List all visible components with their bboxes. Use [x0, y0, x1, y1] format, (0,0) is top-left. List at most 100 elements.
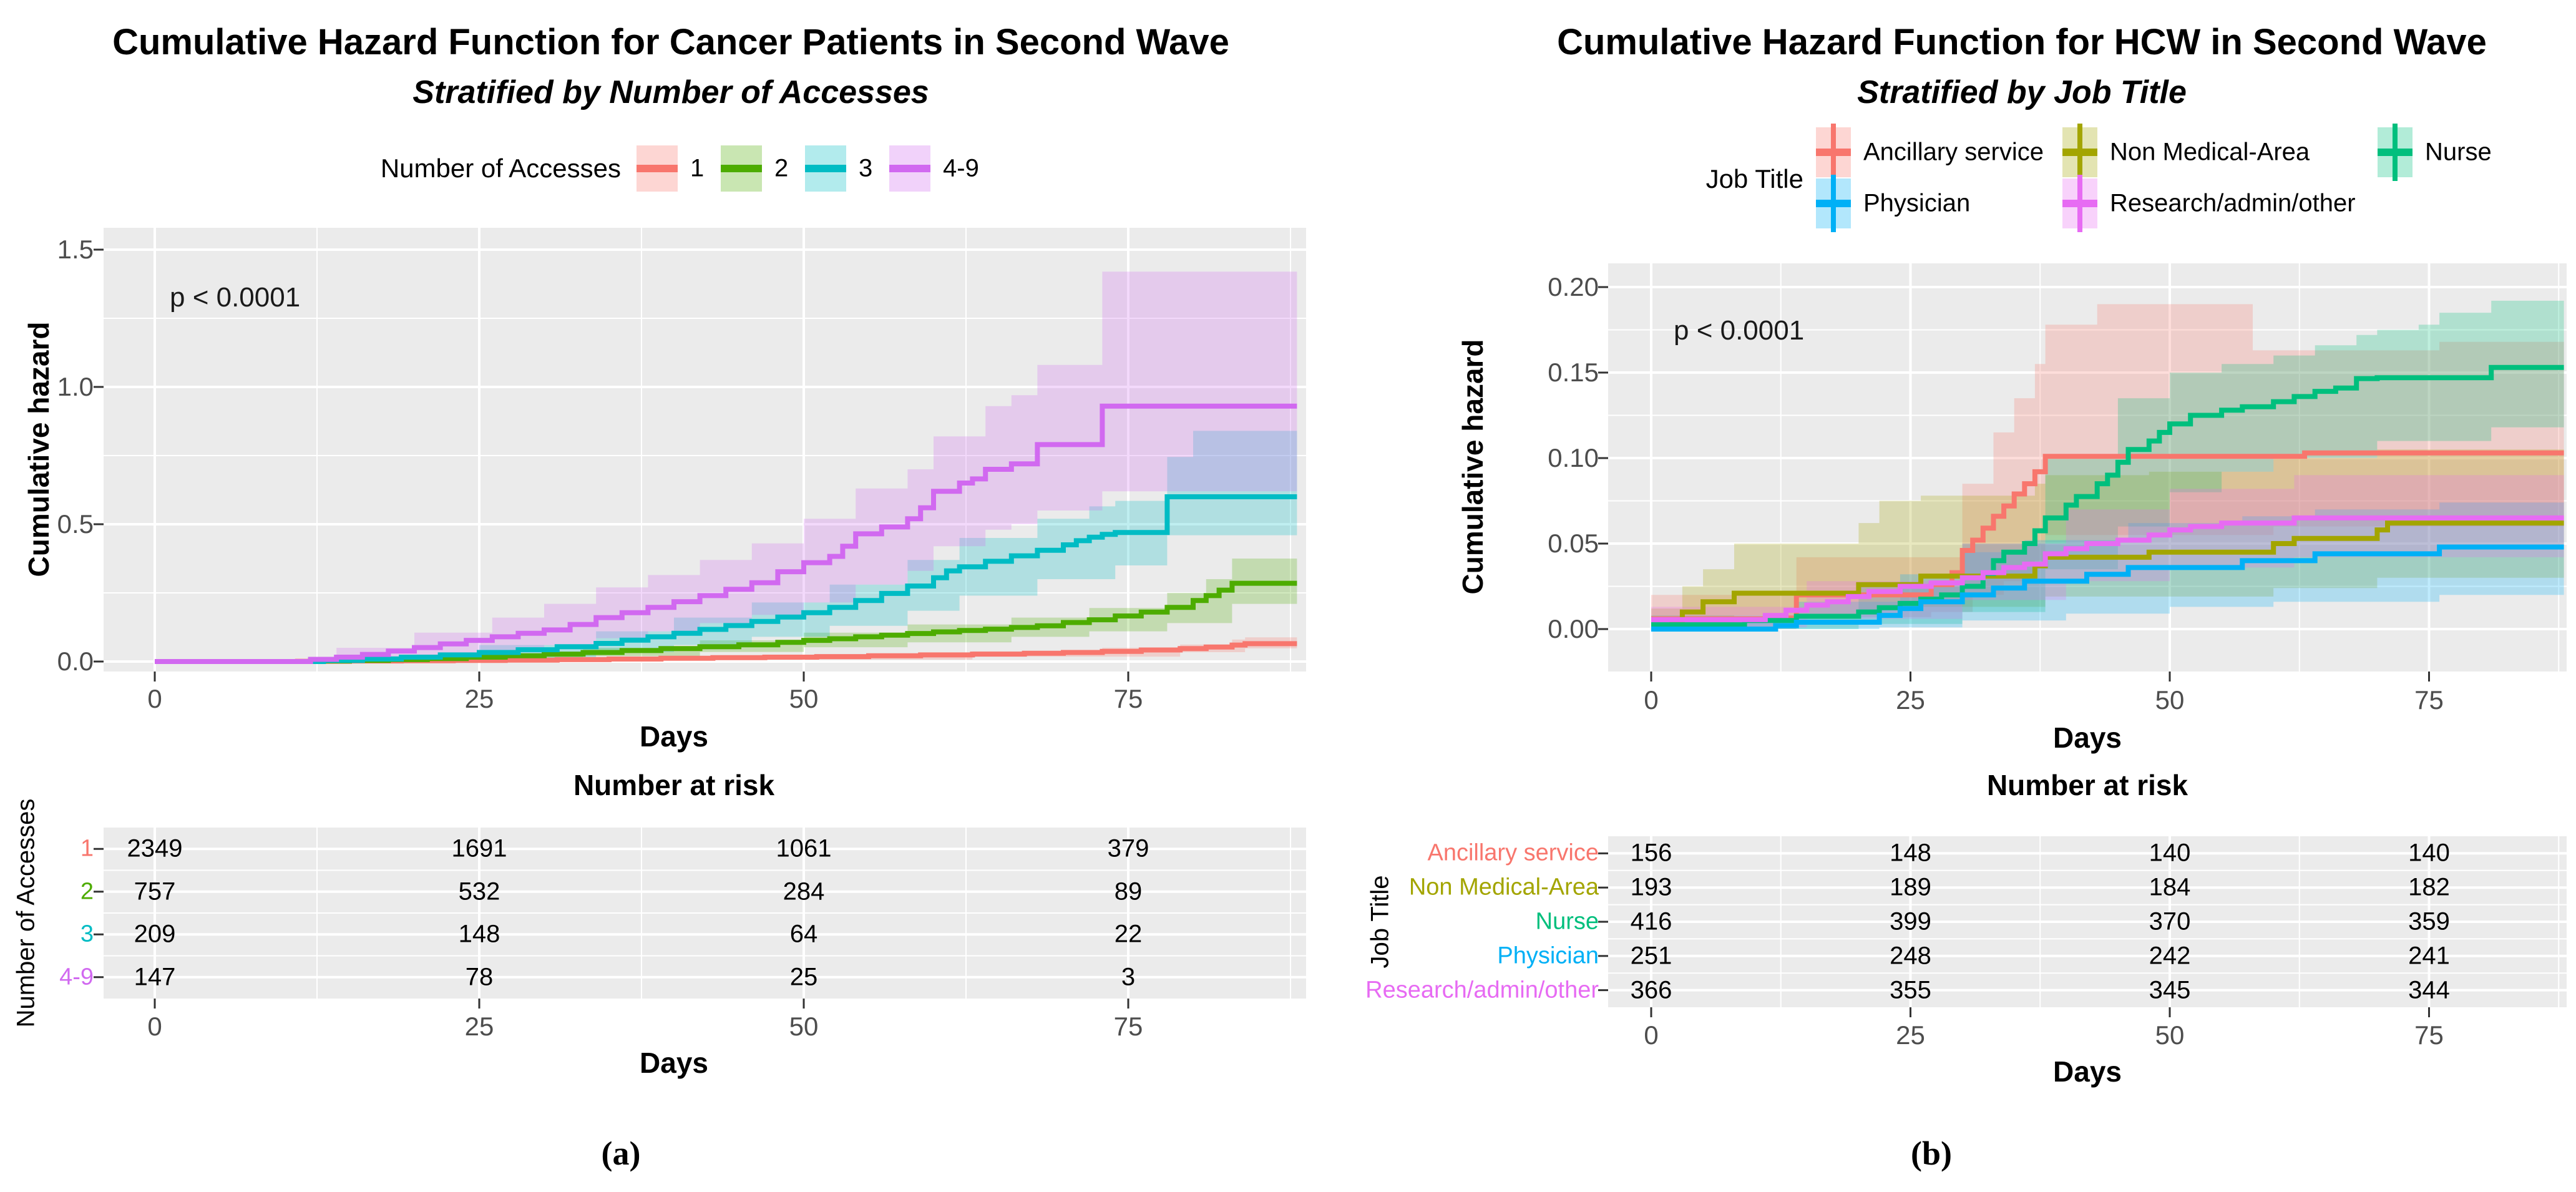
- x-tick-label: 75: [1113, 684, 1143, 713]
- risk-row-label: Ancillary service: [1427, 839, 1599, 866]
- risk-value: 89: [1114, 877, 1143, 906]
- risk-value: 209: [134, 920, 176, 948]
- risk-value: 366: [1630, 976, 1672, 1004]
- risk-value: 2349: [127, 834, 183, 862]
- risk-value: 1691: [451, 834, 507, 862]
- hazard-curve: [1651, 450, 2564, 622]
- risk-x-tick-label: 50: [2155, 1020, 2185, 1050]
- x-tick-label: 0: [147, 684, 162, 713]
- legend-item-label: 4-9: [943, 154, 979, 182]
- risk-x-tick-label: 50: [789, 1012, 819, 1041]
- y-tick-label: 0.5: [57, 509, 94, 539]
- risk-value: 370: [2149, 907, 2191, 936]
- hazard-curve: [1651, 544, 2564, 632]
- y-tick-label: 1.0: [57, 372, 94, 401]
- panel-a-risk-x-axis-title: Days: [640, 1047, 708, 1079]
- risk-value: 182: [2408, 873, 2450, 901]
- y-tick-label: 0.05: [1548, 529, 1599, 558]
- risk-value: 22: [1114, 920, 1143, 948]
- legend-item-label: 3: [859, 154, 873, 182]
- risk-value: 25: [789, 963, 818, 991]
- risk-x-tick-label: 0: [147, 1012, 162, 1041]
- risk-value: 379: [1107, 834, 1149, 862]
- risk-value: 532: [458, 877, 500, 906]
- legend-item-label: 2: [774, 154, 789, 182]
- risk-row-label: 4-9: [59, 964, 94, 990]
- panel-b-risk-x-axis-title: Days: [2053, 1055, 2122, 1088]
- risk-value: 359: [2408, 907, 2450, 936]
- panel-a-y-axis-title: Cumulative hazard: [22, 321, 55, 577]
- risk-value: 64: [789, 920, 818, 948]
- hazard-curve: [1651, 515, 2564, 622]
- risk-value: 399: [1890, 907, 1931, 936]
- risk-value: 140: [2149, 839, 2191, 867]
- y-tick-label: 0.00: [1548, 614, 1599, 643]
- legend-item-label: Ancillary service: [1863, 138, 2044, 166]
- risk-row-label: Research/admin/other: [1365, 977, 1599, 1004]
- risk-value: 184: [2149, 873, 2191, 901]
- risk-value: 344: [2408, 976, 2450, 1004]
- risk-value: 1061: [776, 834, 832, 862]
- risk-row-label: 2: [80, 878, 94, 905]
- panel-b-subtitle: Stratified by Job Title: [1857, 74, 2187, 110]
- confidence-band: [1651, 304, 2564, 629]
- risk-value: 355: [1890, 976, 1931, 1004]
- panel-a-p-value: p < 0.0001: [170, 282, 301, 313]
- risk-value: 147: [134, 963, 176, 991]
- risk-value: 3: [1121, 963, 1136, 991]
- panel-b-y-axis-title: Cumulative hazard: [1456, 339, 1489, 595]
- hazard-curve: [155, 403, 1297, 664]
- risk-value: 189: [1890, 873, 1931, 901]
- panel-a-caption: (a): [601, 1135, 641, 1172]
- risk-value: 78: [465, 963, 494, 991]
- panel-a-risk-table-title: Number at risk: [573, 769, 775, 801]
- hazard-curve: [155, 580, 1297, 664]
- risk-value: 156: [1630, 839, 1672, 867]
- risk-value: 140: [2408, 839, 2450, 867]
- risk-value: 241: [2408, 942, 2450, 970]
- y-tick-label: 0.15: [1548, 358, 1599, 387]
- risk-x-tick-label: 0: [1644, 1020, 1659, 1050]
- hazard-curve: [155, 494, 1297, 664]
- panel-b-risk-table-title: Number at risk: [1986, 769, 2188, 801]
- panel-b-p-value: p < 0.0001: [1674, 315, 1805, 346]
- panel-a-legend-title: Number of Accesses: [380, 154, 621, 183]
- risk-value: 757: [134, 877, 176, 906]
- x-tick-label: 75: [2414, 685, 2444, 715]
- y-tick-label: 0.0: [57, 647, 94, 676]
- confidence-band: [1651, 499, 2564, 629]
- x-tick-label: 25: [464, 684, 494, 713]
- risk-x-tick-label: 25: [1896, 1020, 1925, 1050]
- hazard-curve: [1651, 364, 2564, 628]
- confidence-band: [1651, 300, 2564, 629]
- risk-x-tick-label: 75: [2414, 1020, 2444, 1050]
- risk-value: 148: [1890, 839, 1931, 867]
- risk-row-label: 1: [80, 835, 94, 862]
- x-tick-label: 50: [789, 684, 819, 713]
- plot-panel: [1608, 263, 2567, 672]
- legend-item-label: 1: [690, 154, 705, 182]
- risk-value: 242: [2149, 942, 2191, 970]
- panel-b-risk-axis-label: Job Title: [1366, 875, 1394, 969]
- legend-item-label: Research/admin/other: [2110, 189, 2356, 217]
- risk-value: 148: [458, 920, 500, 948]
- legend-item-label: Physician: [1863, 189, 1971, 217]
- risk-value: 284: [783, 877, 825, 906]
- panel-b-legend-title: Job Title: [1705, 164, 1803, 193]
- risk-value: 248: [1890, 942, 1931, 970]
- risk-row-label: Nurse: [1535, 908, 1599, 935]
- risk-row-label: Physician: [1497, 942, 1599, 969]
- y-tick-label: 0.10: [1548, 443, 1599, 472]
- confidence-band: [155, 271, 1297, 662]
- risk-value: 251: [1630, 942, 1672, 970]
- risk-value: 416: [1630, 907, 1672, 936]
- x-tick-label: 25: [1896, 685, 1925, 715]
- panel-a-x-axis-title: Days: [640, 720, 708, 753]
- legend-item-label: Non Medical-Area: [2110, 138, 2310, 166]
- panel-a-risk-axis-label: Number of Accesses: [12, 798, 40, 1028]
- confidence-band: [155, 559, 1297, 662]
- x-tick-label: 50: [2155, 685, 2185, 715]
- y-tick-label: 1.5: [57, 235, 94, 264]
- panel-a-title: Cumulative Hazard Function for Cancer Pa…: [112, 22, 1229, 62]
